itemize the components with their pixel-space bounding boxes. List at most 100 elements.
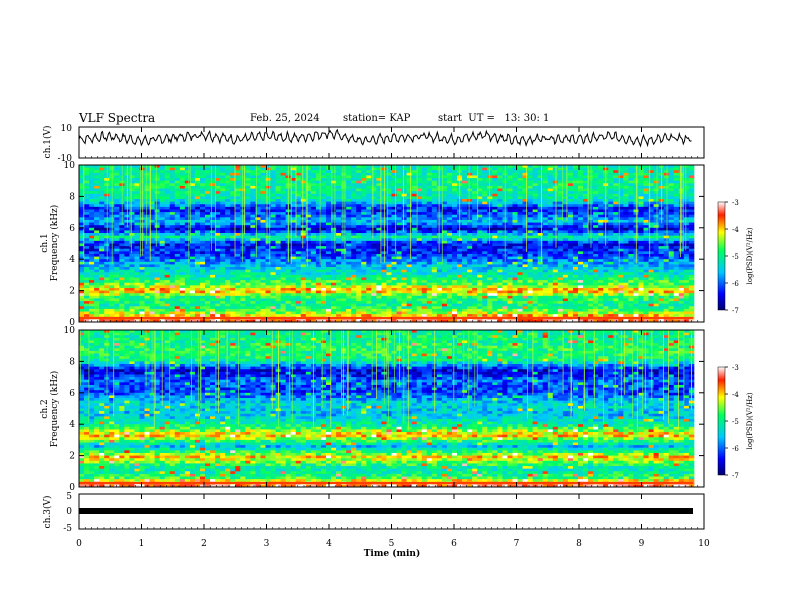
ch1-spectrogram-cell	[497, 214, 503, 218]
ch1-spectrogram-cell	[184, 185, 191, 189]
ch1-spectrogram-cell	[205, 261, 211, 265]
ch1-spectrogram-cell	[215, 193, 221, 197]
ch1-spectrogram-cell	[295, 167, 302, 171]
ch1-spectrogram-cell	[391, 204, 397, 208]
ch1-spectrogram-cell	[154, 204, 161, 208]
ch1-spectrogram-cell	[129, 183, 135, 187]
ch1-spectrogram-cell	[220, 199, 226, 203]
ch1-spectrogram-cell	[341, 167, 347, 171]
ch1-spectrogram-cell	[492, 172, 498, 176]
ch1-spectrogram-cell	[608, 165, 614, 169]
ch1-spectrogram-cell	[472, 267, 478, 271]
ch1-spectrogram-cell	[94, 172, 100, 176]
ch1-spectrogram-cell	[184, 253, 191, 257]
ch1-spectrogram-cell	[648, 222, 654, 226]
ch1-spectrogram-cell	[391, 199, 397, 203]
ch1-spectrogram-cell	[512, 269, 518, 273]
ch1-spectrogram-cell	[482, 269, 488, 273]
ch1-spectrogram-cell	[300, 253, 307, 257]
ch1-spectrogram-cell	[225, 225, 231, 229]
ch1-spectrogram-cell	[159, 233, 166, 237]
ch1-spectrogram-cell	[678, 248, 685, 252]
ch1-spectrogram-cell	[361, 264, 367, 268]
ch1-spectrogram-cell	[577, 175, 584, 179]
ch1-spectrogram-cell	[572, 248, 579, 252]
ch1-spectrogram-cell	[139, 259, 145, 263]
ch1-spectrogram-cell	[653, 259, 660, 263]
ch1-spectrogram-cell	[638, 191, 644, 195]
ch1-spectrogram-cell	[613, 219, 619, 223]
ch1-spectrogram-cell	[462, 246, 468, 250]
ch1-spectrogram-cell	[426, 251, 433, 255]
ch1-spectrogram-cell	[270, 204, 276, 208]
ch1-spectrogram-cell	[275, 193, 282, 197]
ch1-spectrogram-cell	[613, 185, 619, 189]
ch1-spectrogram-cell	[588, 256, 594, 260]
ch1-spectrogram-cell	[386, 251, 392, 255]
ch1-spectrogram-cell	[598, 188, 604, 192]
ch1-spectrogram-cell	[386, 175, 392, 179]
ch1-spectrogram-cell	[547, 217, 554, 221]
ch1-spectrogram-cell	[371, 259, 377, 263]
ch1-spectrogram-cell	[542, 188, 549, 192]
ch1-spectrogram-cell	[310, 193, 317, 197]
ch1-spectrogram-cell	[245, 178, 251, 182]
ch1-spectrogram-cell	[396, 172, 402, 176]
ch1-spectrogram-cell	[517, 227, 523, 231]
ch1-spectrogram-cell	[688, 259, 695, 263]
ch1-spectrogram-cell	[482, 264, 488, 268]
ch1-spectrogram-cell	[280, 209, 287, 213]
ch1-spectrogram-cell	[426, 259, 433, 263]
ch1-spectrogram-cell	[290, 227, 297, 231]
ch1-spectrogram-cell	[376, 240, 382, 244]
ch1-spectrogram-cell	[225, 188, 231, 192]
ch1-spectrogram-cell	[199, 233, 206, 237]
ch1-spectrogram-cell	[441, 206, 448, 210]
ch1-spectrogram-cell	[668, 178, 675, 182]
ch1-spectrogram-cell	[648, 217, 654, 221]
ch1-spectrogram-cell	[376, 199, 382, 203]
ch1-spectrogram-cell	[361, 180, 367, 184]
ch1-spectrogram-cell	[119, 264, 125, 268]
ch1-spectrogram-cell	[451, 225, 458, 229]
ch1-spectrogram-cell	[613, 256, 619, 260]
ch1-spectrogram-cell	[114, 269, 120, 273]
ch1-spectrogram-cell	[638, 267, 644, 271]
ch1-spectrogram-cell	[89, 267, 95, 271]
ch1-spectrogram-cell	[396, 253, 402, 257]
ch1-spectrogram-cell	[653, 178, 660, 182]
ch1-spectrogram-cell	[159, 243, 166, 247]
ch1-spectrogram-cell	[220, 230, 226, 234]
ch1-spectrogram-cell	[583, 199, 589, 203]
ch1-spectrogram-cell	[320, 204, 327, 208]
ch1-spectrogram-cell	[593, 178, 599, 182]
ch1-spectrogram-cell	[512, 172, 518, 176]
ch1-spectrogram-cell	[507, 217, 513, 221]
ch1-spectrogram-cell	[99, 246, 105, 250]
ch1-spectrogram-cell	[371, 172, 377, 176]
ch1-spectrogram-cell	[149, 264, 155, 268]
ch1-spectrogram-cell	[371, 238, 377, 242]
ch1-spectrogram-cell	[482, 209, 488, 213]
ch1-spectrogram-cell	[653, 261, 660, 265]
ch1-spectrogram-cell	[194, 201, 201, 205]
ch1-spectrogram-cell	[577, 222, 584, 226]
ch1-spectrogram-cell	[189, 238, 196, 242]
ch1-spectrogram-cell	[577, 253, 584, 257]
ch1-spectrogram-cell	[134, 175, 140, 179]
ch1-spectrogram-cell	[290, 219, 297, 223]
ch1-spectrogram-cell	[94, 183, 100, 187]
ch1-spectrogram-cell	[431, 248, 438, 252]
ch1-spectrogram-cell	[356, 180, 362, 184]
ch1-spectrogram-cell	[154, 212, 161, 216]
ch1-spectrogram-cell	[628, 225, 634, 229]
ch1-spectrogram-cell	[598, 227, 604, 231]
ch1-spectrogram-cell	[512, 209, 518, 213]
ch1-spectrogram-cell	[184, 191, 191, 195]
ch1-spectrogram-cell	[446, 185, 453, 189]
ch1-spectrogram-cell	[557, 193, 564, 197]
ch1-spectrogram-cell	[366, 188, 372, 192]
ch1-spectrogram-cell	[315, 253, 322, 257]
ch1-spectrogram-cell	[492, 212, 498, 216]
ch1-spectrogram-cell	[562, 248, 569, 252]
